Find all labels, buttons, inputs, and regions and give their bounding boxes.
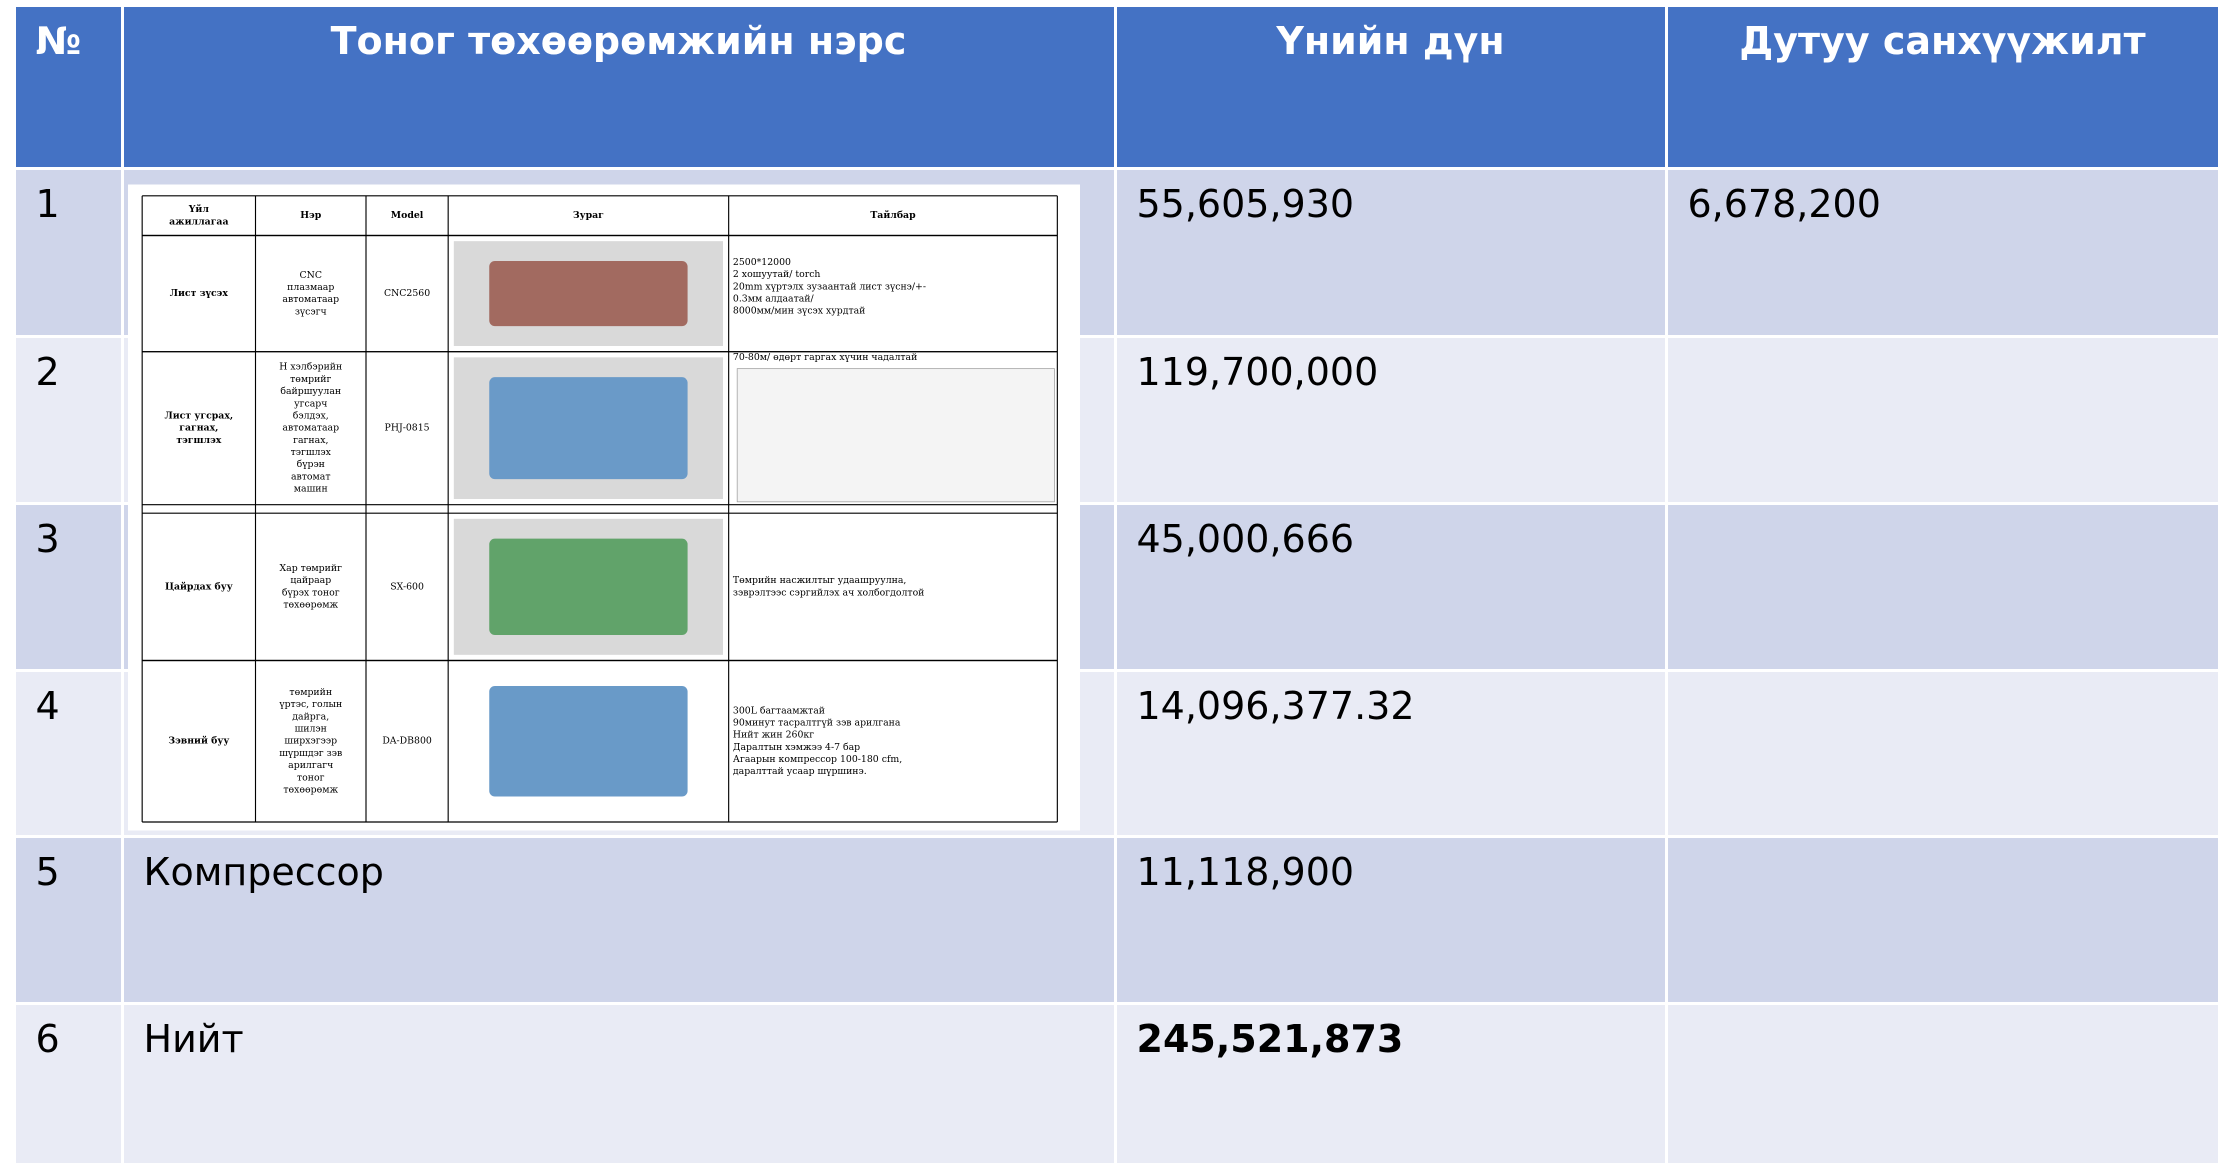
cell-text: Нэр [300, 210, 321, 221]
cell-text: DA-DB800 [382, 736, 432, 747]
table-cell: 119,700,000 [1117, 338, 1665, 502]
cell-text: PHJ-0815 [385, 423, 430, 434]
page: №Тоног төхөөрөмжийн нэрсҮнийн дүнДутуу с… [0, 0, 2224, 1166]
cell-text: 8000мм/мин зүсэх хурдтай [733, 306, 865, 317]
cell-text: арилгагч [288, 760, 333, 771]
cell-text: ширхэгээр [284, 736, 337, 747]
cell-text: байршуулан [280, 386, 341, 397]
cell-text: Үйл [188, 204, 210, 215]
cell-text: цайраар [290, 575, 331, 586]
header-cell: № [16, 7, 121, 167]
cell-text: Даралтын хэмжээ 4-7 бар [733, 742, 860, 753]
table-cell: 6,678,200 [1668, 170, 2218, 335]
cell-text: Лист угсрах, [165, 410, 234, 421]
cell-text: Зэвний буу [168, 736, 229, 747]
cell-text: автомат [291, 471, 331, 482]
table-cell: 245,521,873 [1117, 1005, 1665, 1163]
table-cell: 4 [16, 672, 121, 835]
table-cell [1668, 838, 2218, 1002]
table-cell: 5 [16, 838, 121, 1002]
cell-text: 70-80м/ өдөрт гаргах хүчин чадалтай [733, 352, 917, 363]
cell-text: төмрийн [289, 687, 332, 698]
cell-text: даралттай усаар шүршинэ. [733, 766, 867, 777]
cell-text: зүсэгч [295, 306, 327, 317]
photo-object [489, 539, 687, 635]
cell-text: Агаарын компрессор 100-180 cfm, [733, 754, 902, 765]
table-cell [1668, 338, 2218, 502]
table-cell [1668, 672, 2218, 835]
header-cell: Дутуу санхүүжилт [1668, 7, 2218, 167]
table-cell: 45,000,666 [1117, 505, 1665, 669]
cell-text: 90минут тасралтгүй зэв арилгана [733, 717, 901, 728]
cell-text: Тайлбар [870, 210, 916, 221]
cell-text: төхөөрөмж [283, 600, 338, 611]
cell-text: шүршдэг зэв [279, 748, 342, 759]
cell-text: гагнах, [179, 423, 218, 434]
cell-text: машин [294, 484, 328, 495]
cell-text: угсарч [294, 398, 327, 409]
cell-text: плазмаар [287, 282, 334, 293]
table-cell [1668, 1005, 2218, 1163]
cell-text: Лист зүсэх [170, 288, 229, 299]
cell-text: шилэн [295, 724, 327, 735]
cell-text: Хар төмрийг [280, 563, 343, 574]
cell-text: Зураг [573, 210, 604, 221]
header-cell: Тоног төхөөрөмжийн нэрс [124, 7, 1114, 167]
cell-text: автоматаар [282, 423, 339, 434]
header-cell: Үнийн дүн [1117, 7, 1665, 167]
cell-text: 20mm хүртэлх зузаантай лист зүснэ/+- [733, 281, 926, 292]
cell-text: Цайрдах буу [165, 581, 233, 592]
cell-text: 300L багтаамжтай [733, 705, 825, 716]
cell-text: CNC2560 [384, 288, 430, 299]
cell-text: төмрийг [290, 374, 331, 385]
cell-text: CNC [300, 270, 322, 281]
photo-object [489, 686, 687, 797]
table-cell: 3 [16, 505, 121, 669]
table-cell: 14,096,377.32 [1117, 672, 1665, 835]
table-cell: Компрессор [124, 838, 1114, 1002]
table-cell: 55,605,930 [1117, 170, 1665, 335]
table-cell: 6 [16, 1005, 121, 1163]
cell-text: төхөөрөмж [283, 784, 338, 795]
cell-text: SX-600 [390, 581, 424, 592]
cell-text: Төмрийн насжилтыг удаашруулна, [733, 575, 907, 586]
cell-text: 2 хошуутай/ torch [733, 269, 821, 280]
cell-text: ажиллагаа [169, 216, 228, 227]
photo-object [489, 377, 687, 479]
cell-text: тоног [297, 772, 325, 783]
table-cell: 11,118,900 [1117, 838, 1665, 1002]
cell-text: гагнах, [293, 435, 328, 446]
cell-text: үртэс, голын [278, 699, 342, 710]
cell-text: H хэлбэрийн [279, 362, 342, 373]
cell-text: тэгшлэх [176, 435, 221, 446]
cell-text: зэврэлтээс сэргийлэх ач холбогдолтой [733, 587, 924, 598]
table-cell: 1 [16, 170, 121, 335]
photo-object [489, 261, 687, 326]
cell-text: автоматаар [282, 294, 339, 305]
table-cell: Нийт [124, 1005, 1114, 1163]
table-cell [1668, 505, 2218, 669]
cell-text: дайрга, [292, 711, 329, 722]
cell-text: 0.3мм алдаатай/ [733, 293, 815, 304]
table-cell: 2 [16, 338, 121, 502]
diagram [737, 369, 1054, 502]
cell-text: бүрэх тоног [282, 587, 340, 598]
cell-text: бүрэн [297, 459, 325, 470]
cell-text: 2500*12000 [733, 257, 791, 268]
cell-text: бэлдэх, [293, 410, 329, 421]
cell-text: Model [391, 210, 424, 221]
cell-text: Нийт жин 260кг [733, 730, 814, 741]
cell-text: тэгшлэх [291, 447, 332, 458]
